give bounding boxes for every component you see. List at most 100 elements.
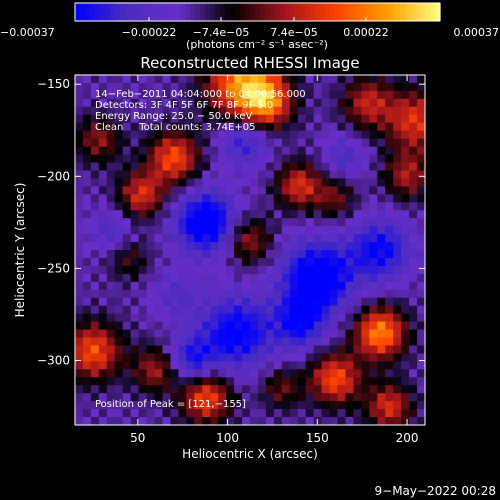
heatmap-cell (257, 369, 267, 378)
heatmap-cell (186, 98, 195, 108)
heatmap-cell (393, 281, 402, 291)
heatmap-cell (369, 353, 378, 362)
heatmap-cell (377, 122, 386, 132)
heatmap-cell (170, 345, 179, 354)
heatmap-cell (154, 202, 163, 211)
heatmap-cell (337, 75, 346, 84)
heatmap-cell (345, 106, 354, 116)
heatmap-cell (194, 98, 203, 108)
heatmap-cell (210, 210, 219, 219)
heatmap-cell (353, 401, 362, 410)
heatmap-cell (369, 162, 378, 171)
heatmap-cell (162, 178, 171, 187)
heatmap-cell (377, 297, 386, 307)
heatmap-cell (273, 297, 283, 307)
heatmap-cell (313, 273, 323, 283)
heatmap-cell (138, 138, 148, 148)
heatmap-cell (369, 218, 378, 227)
heatmap-cell (377, 409, 386, 418)
annotation-energy-range: Energy Range: 25.0 − 50.0 keV (95, 111, 252, 122)
heatmap-cell (162, 186, 171, 195)
heatmap-cell (353, 409, 362, 418)
heatmap-cell (98, 202, 108, 211)
heatmap-cell (170, 289, 179, 299)
heatmap-cell (250, 194, 259, 203)
heatmap-cell (178, 265, 187, 275)
heatmap-cell (98, 242, 108, 251)
heatmap-cell (106, 162, 116, 171)
heatmap-cell (385, 409, 394, 418)
heatmap-cell (202, 297, 211, 307)
heatmap-cell (297, 297, 307, 307)
heatmap-cell (401, 122, 410, 132)
heatmap-cell (361, 273, 370, 283)
heatmap-cell (178, 321, 187, 331)
heatmap-cell (82, 170, 92, 179)
heatmap-cell (226, 417, 235, 425)
heatmap-cell (226, 377, 235, 386)
heatmap-cell (234, 313, 243, 323)
colorbar-cell (250, 3, 256, 21)
heatmap-cell (250, 154, 259, 163)
heatmap-cell (321, 385, 331, 394)
heatmap-cell (393, 401, 402, 410)
heatmap-cell (250, 265, 259, 275)
heatmap-cell (90, 122, 100, 132)
heatmap-cell (257, 75, 267, 84)
heatmap-cell (90, 369, 100, 378)
heatmap-cell (345, 377, 354, 386)
heatmap-cell (82, 122, 92, 132)
heatmap-cell (146, 130, 156, 140)
heatmap-cell (265, 242, 275, 251)
heatmap-cell (409, 250, 418, 259)
heatmap-cell (75, 393, 84, 402)
heatmap-cell (106, 369, 116, 378)
heatmap-cell (178, 345, 187, 354)
heatmap-cell (377, 226, 386, 235)
heatmap-cell (138, 162, 148, 171)
heatmap-cell (114, 106, 124, 116)
heatmap-cell (242, 146, 251, 156)
heatmap-cell (345, 369, 354, 378)
heatmap-cell (114, 265, 124, 275)
heatmap-cell (242, 265, 251, 275)
heatmap-cell (329, 202, 338, 211)
heatmap-cell (313, 170, 323, 179)
heatmap-cell (289, 361, 299, 370)
heatmap-cell (162, 329, 171, 338)
heatmap-cell (257, 138, 267, 148)
heatmap-cell (385, 265, 394, 275)
heatmap-cell (345, 146, 354, 156)
colorbar-cell (430, 3, 436, 21)
heatmap-cell (130, 106, 140, 116)
heatmap-cell (106, 218, 116, 227)
heatmap-cell (130, 345, 140, 354)
heatmap-cell (297, 178, 307, 187)
heatmap-cell (409, 138, 418, 148)
heatmap-cell (417, 170, 425, 179)
colorbar-cell (105, 3, 111, 21)
heatmap-cell (82, 186, 92, 195)
heatmap-cell (90, 82, 100, 92)
colorbar-cell (295, 3, 301, 21)
heatmap-cell (130, 90, 140, 100)
heatmap-cell (106, 114, 116, 124)
colorbar-tick-label: −0.00037 (0, 26, 55, 39)
heatmap-cell (345, 305, 354, 315)
heatmap-cell (202, 369, 211, 378)
heatmap-cell (385, 250, 394, 259)
heatmap-cell (82, 337, 92, 346)
heatmap-cell (90, 401, 100, 410)
heatmap-cell (289, 297, 299, 307)
heatmap-cell (289, 106, 299, 116)
heatmap-cell (417, 313, 425, 323)
heatmap-cell (234, 194, 243, 203)
heatmap-cell (369, 401, 378, 410)
heatmap-cell (289, 250, 299, 259)
heatmap-cell (313, 401, 323, 410)
heatmap-cell (146, 345, 156, 354)
heatmap-cell (377, 401, 386, 410)
heatmap-cell (393, 361, 402, 370)
colorbar-cell (335, 3, 341, 21)
heatmap-cell (313, 417, 323, 425)
